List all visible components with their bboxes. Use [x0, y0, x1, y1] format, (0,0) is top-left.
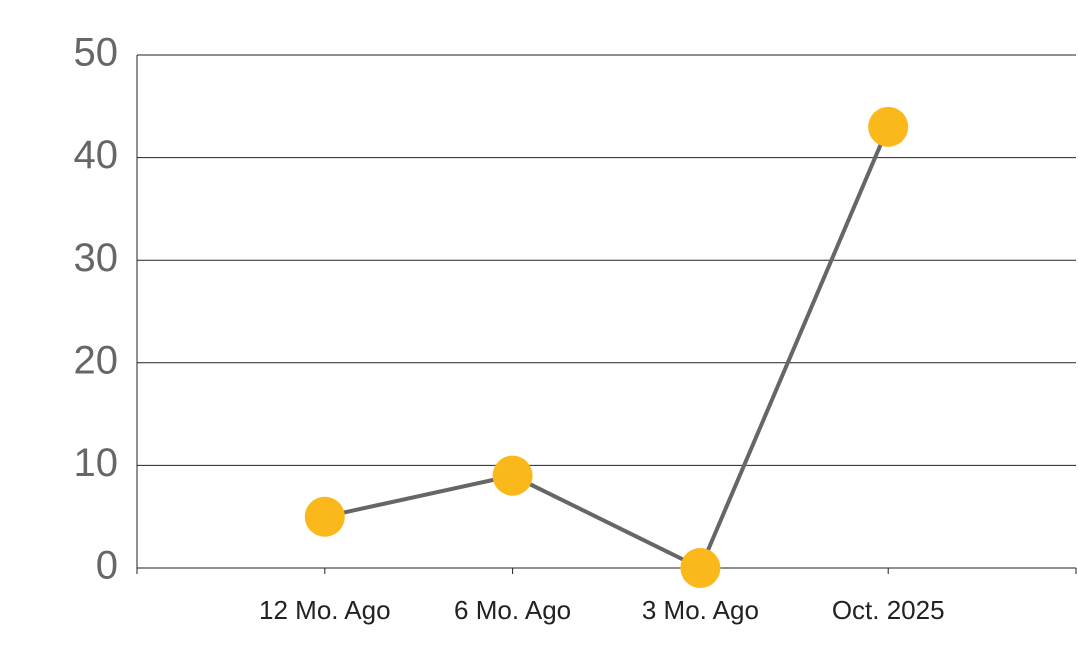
marker	[492, 455, 533, 496]
y-tick-label: 0	[96, 544, 118, 588]
marker	[680, 548, 721, 588]
y-tick-label: 30	[74, 236, 119, 280]
marker	[304, 496, 345, 537]
y-tick-label: 50	[74, 31, 119, 75]
y-tick-label: 40	[74, 133, 119, 177]
marker	[868, 106, 909, 147]
x-tick-label: Oct. 2025	[832, 595, 945, 625]
x-tick-label: 12 Mo. Ago	[259, 595, 391, 625]
line	[324, 126, 891, 571]
y-tick-label: 10	[74, 441, 119, 485]
x-tick-label: 6 Mo. Ago	[454, 595, 571, 625]
x-tick-label: 3 Mo. Ago	[642, 595, 759, 625]
y-tick-label: 20	[74, 338, 119, 382]
